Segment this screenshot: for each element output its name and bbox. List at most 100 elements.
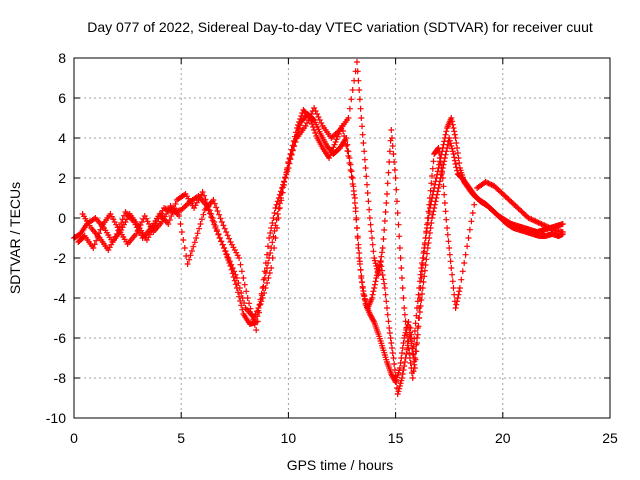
data-points (71, 59, 566, 397)
data-point (436, 181, 443, 188)
data-point (367, 221, 374, 228)
data-point (351, 195, 358, 201)
y-tick-label: -10 (46, 410, 66, 426)
data-point (387, 335, 394, 341)
data-point (393, 186, 400, 193)
data-point (196, 225, 203, 232)
data-point (251, 321, 258, 328)
data-point (216, 211, 223, 218)
data-point (404, 331, 410, 338)
data-point (424, 215, 431, 221)
data-point (105, 247, 112, 253)
data-point (386, 330, 393, 336)
data-point (427, 187, 434, 194)
data-point (236, 293, 243, 300)
data-point (396, 245, 403, 251)
data-point (399, 345, 406, 351)
data-point (371, 285, 378, 291)
data-point (288, 151, 295, 157)
x-tick-label: 20 (495, 430, 511, 446)
data-point (381, 227, 388, 233)
data-point (416, 309, 423, 315)
data-point (407, 360, 414, 366)
data-point (190, 243, 197, 250)
data-point (415, 291, 422, 298)
data-point (433, 195, 440, 201)
data-point (193, 235, 200, 241)
data-point (508, 199, 515, 205)
data-point (409, 375, 416, 381)
data-point (415, 315, 422, 321)
data-point (90, 245, 97, 251)
data-point (240, 275, 247, 281)
data-point (427, 225, 434, 231)
data-point (241, 300, 248, 306)
data-point (369, 235, 375, 241)
data-point (381, 280, 388, 287)
data-point (393, 379, 400, 385)
data-point (472, 193, 479, 200)
data-point (255, 305, 262, 311)
data-point (559, 229, 566, 235)
data-point (372, 278, 379, 285)
y-axis-label: SDTVAR / TECUs (7, 182, 23, 294)
data-point (201, 192, 208, 199)
data-point (349, 181, 356, 187)
data-point (435, 185, 442, 191)
data-point (235, 280, 242, 286)
data-point (356, 261, 363, 267)
data-point (211, 200, 218, 207)
data-point (431, 205, 438, 211)
data-point (389, 350, 396, 356)
data-point (219, 241, 226, 248)
data-point (386, 148, 393, 155)
data-point (272, 235, 279, 241)
data-point (422, 235, 429, 241)
data-point (372, 260, 379, 267)
data-point (254, 318, 261, 325)
data-point (341, 133, 348, 139)
data-point (197, 221, 204, 227)
data-point (357, 267, 364, 273)
data-point (176, 213, 183, 219)
data-point (220, 222, 227, 229)
data-point (354, 59, 360, 65)
data-point (447, 258, 454, 265)
data-point (392, 373, 399, 379)
data-point (368, 228, 375, 235)
data-point (366, 206, 373, 213)
data-point (395, 221, 402, 228)
data-point (371, 281, 378, 288)
data-point (449, 271, 456, 278)
x-tick-label: 15 (388, 430, 404, 446)
data-point (380, 236, 387, 242)
data-point (258, 298, 265, 305)
data-point (449, 278, 456, 285)
data-point (414, 335, 420, 341)
data-point (278, 197, 285, 204)
data-point (444, 145, 451, 151)
data-point (203, 200, 210, 206)
data-point (191, 239, 198, 246)
data-point (250, 316, 257, 323)
data-point (430, 158, 437, 165)
data-point (452, 305, 459, 311)
data-point (226, 258, 233, 265)
data-point (223, 251, 230, 257)
data-point (228, 261, 235, 268)
data-point (213, 227, 220, 233)
data-point (384, 305, 390, 311)
data-point (441, 158, 448, 165)
data-point (177, 221, 184, 227)
data-point (441, 191, 448, 198)
data-point (166, 217, 173, 223)
data-point (384, 191, 390, 197)
data-point (354, 235, 361, 241)
data-point (468, 218, 475, 225)
data-point (231, 268, 238, 275)
data-point (359, 279, 365, 285)
data-point (401, 305, 408, 311)
y-tick-label: -2 (54, 250, 67, 266)
y-tick-label: -6 (54, 330, 67, 346)
data-point (282, 174, 289, 181)
